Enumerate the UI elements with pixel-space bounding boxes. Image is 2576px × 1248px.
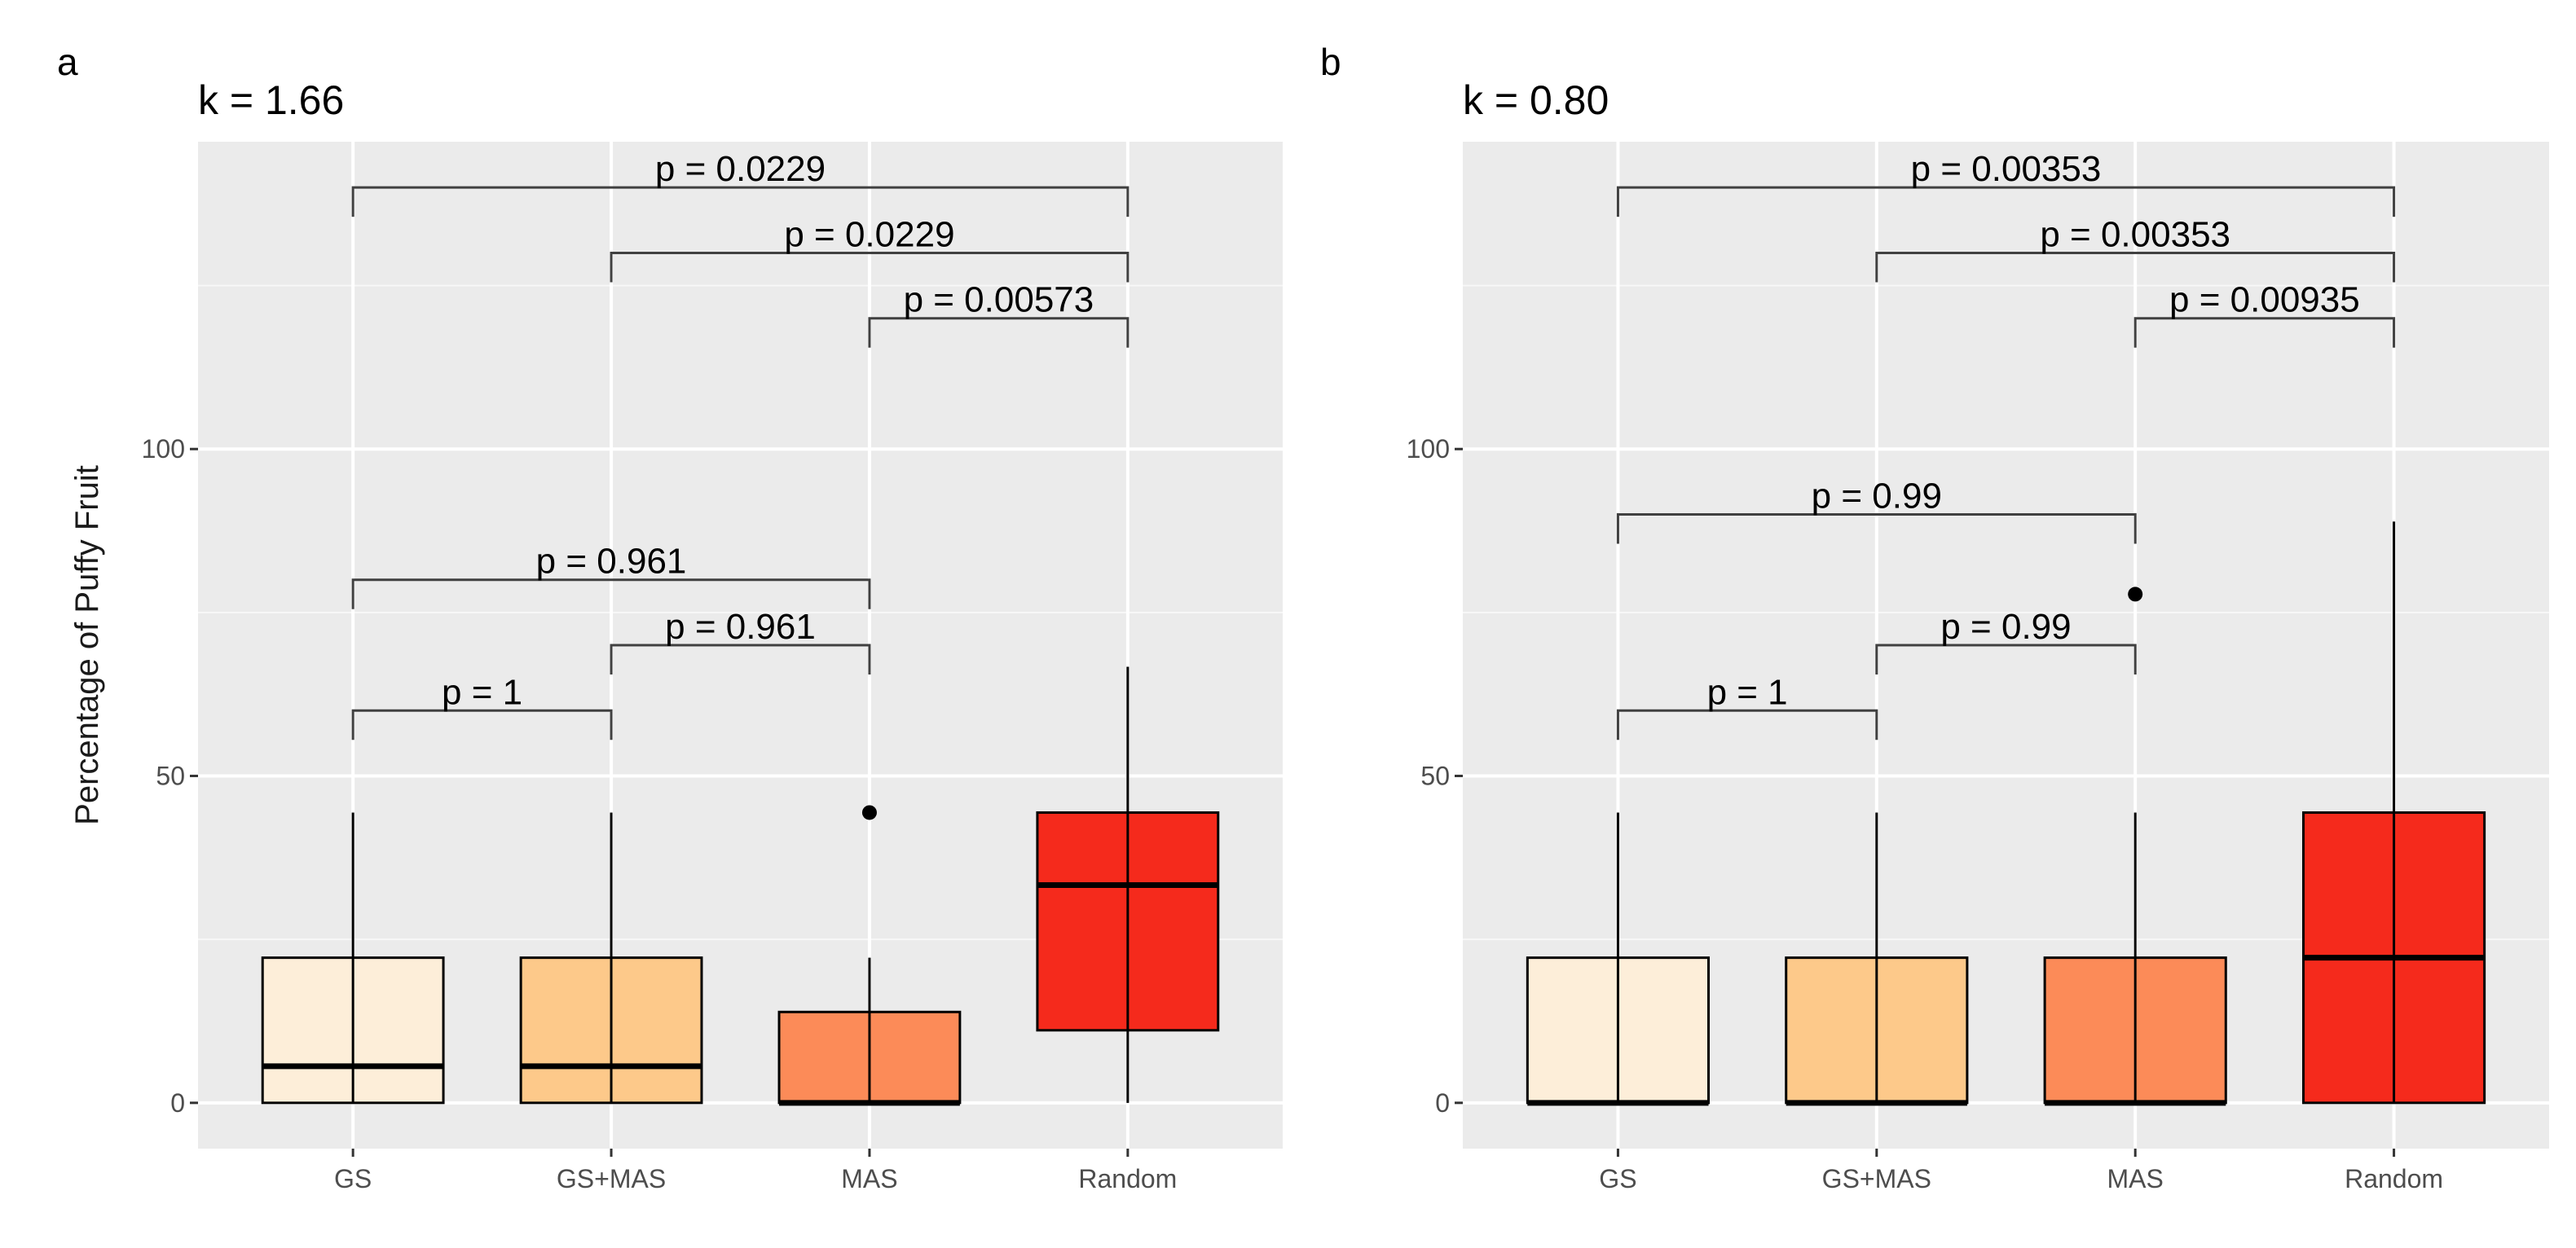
x-tick-label: GS <box>334 1164 372 1193</box>
outlier-point <box>861 805 877 820</box>
box-GS <box>261 812 445 1105</box>
bracket-line <box>1875 644 2137 675</box>
p-value-label: p = 0.00353 <box>1911 149 2102 189</box>
significance-bracket: p = 0.00573 <box>868 280 1129 348</box>
box-Random <box>1036 666 1220 1103</box>
outlier-point <box>2128 587 2143 602</box>
panel-title: k = 1.66 <box>198 77 344 123</box>
significance-bracket: p = 0.00353 <box>1875 214 2396 283</box>
x-tick-label: MAS <box>2107 1164 2164 1193</box>
y-tick-label: 0 <box>170 1088 185 1118</box>
x-tick-label: GS+MAS <box>557 1164 666 1193</box>
y-axis-title: Percentage of Puffy Fruit <box>69 465 105 825</box>
bracket-line <box>1616 709 1878 740</box>
significance-bracket: p = 1 <box>1616 672 1878 740</box>
p-value-label: p = 0.961 <box>536 542 687 582</box>
p-value-label: p = 1 <box>442 672 522 712</box>
significance-bracket: p = 0.00353 <box>1616 149 2396 218</box>
box-GS+MAS <box>519 812 703 1105</box>
y-tick-label: 50 <box>156 762 185 791</box>
panel-b: b k = 0.80 0 50 100 GS GS+MAS MAS Random p = 1 p =… <box>1320 41 2549 1193</box>
panel-letter: b <box>1320 41 1341 83</box>
significance-bracket: p = 0.0229 <box>610 214 1129 283</box>
x-tick-label: MAS <box>841 1164 897 1193</box>
bracket-line <box>610 251 1129 283</box>
y-tick-label: 100 <box>142 434 185 464</box>
bracket-line <box>2133 317 2396 348</box>
box-MAS <box>777 805 962 1106</box>
p-value-label: p = 0.00573 <box>904 280 1094 320</box>
x-tick-label: GS <box>1599 1164 1636 1193</box>
p-value-label: p = 0.00353 <box>2040 214 2230 254</box>
p-value-label: p = 0.99 <box>1940 607 2071 647</box>
y-tick-label: 0 <box>1435 1088 1450 1118</box>
x-tick-label: GS+MAS <box>1822 1164 1931 1193</box>
bracket-line <box>1616 186 2396 218</box>
bracket-line <box>868 317 1129 348</box>
bracket-line <box>1875 251 2396 283</box>
bracket-line <box>610 644 871 675</box>
box-GS <box>1526 812 1711 1106</box>
bracket-line <box>351 578 871 609</box>
p-value-label: p = 1 <box>1707 672 1788 712</box>
significance-bracket: p = 0.00935 <box>2133 280 2396 348</box>
bracket-line <box>351 709 613 740</box>
bracket-line <box>351 186 1129 218</box>
p-value-label: p = 0.0229 <box>784 214 954 254</box>
p-value-label: p = 0.99 <box>1812 476 1942 516</box>
p-value-label: p = 0.961 <box>665 607 816 647</box>
significance-bracket: p = 0.0229 <box>351 149 1129 218</box>
panel-a: a k = 1.66 0 50 100 GS GS+MAS MAS Random Percenta… <box>57 41 1283 1193</box>
y-tick-label: 100 <box>1407 434 1450 464</box>
box-GS+MAS <box>1785 812 1969 1106</box>
x-tick-label: Random <box>1078 1164 1177 1193</box>
p-value-label: p = 0.00935 <box>2169 280 2360 320</box>
significance-bracket: p = 0.961 <box>610 607 871 675</box>
panel-title: k = 0.80 <box>1463 77 1609 123</box>
significance-bracket: p = 0.99 <box>1875 607 2137 675</box>
x-tick-label: Random <box>2345 1164 2443 1193</box>
significance-bracket: p = 0.961 <box>351 542 871 609</box>
box-MAS <box>2043 587 2227 1106</box>
box-Random <box>2301 521 2486 1105</box>
p-value-label: p = 0.0229 <box>655 149 826 189</box>
panel-letter: a <box>57 41 78 83</box>
bracket-line <box>1616 512 2137 544</box>
significance-bracket: p = 1 <box>351 672 613 740</box>
y-tick-label: 50 <box>1420 762 1450 791</box>
significance-bracket: p = 0.99 <box>1616 476 2137 544</box>
